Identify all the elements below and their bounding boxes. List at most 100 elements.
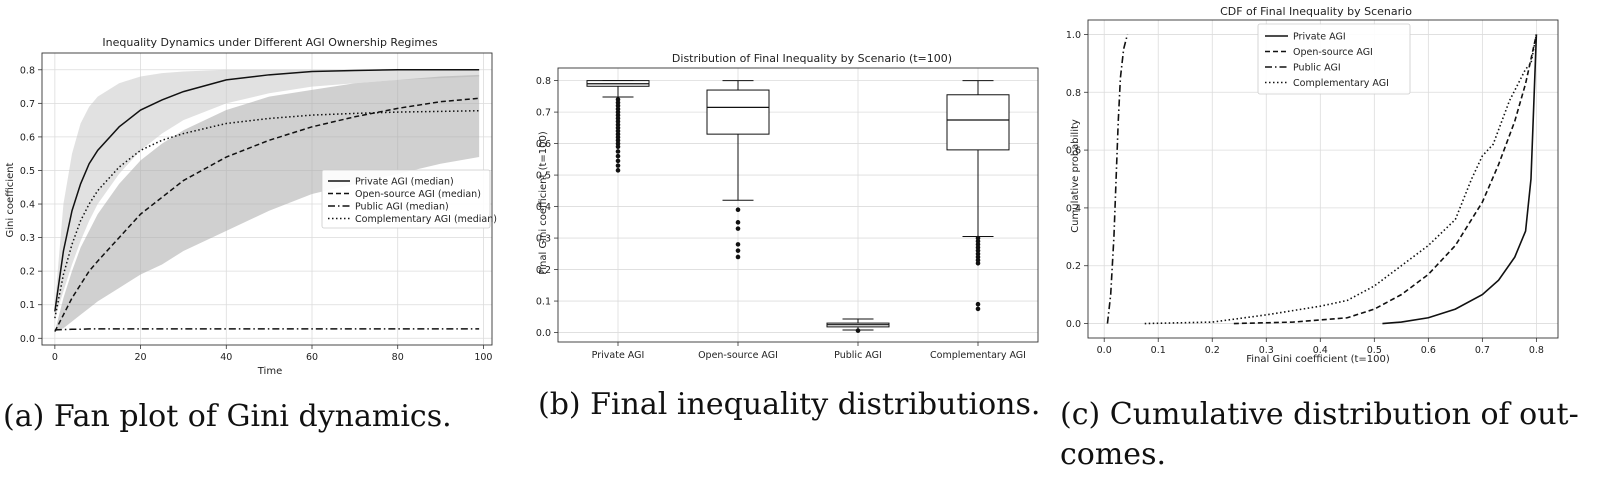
chart-c-xtick-label: 0.1 <box>1151 345 1166 356</box>
line-private <box>54 69 480 312</box>
chart-b-boxes <box>586 80 1010 333</box>
chart-c-xtick-label: 0.6 <box>1421 345 1436 356</box>
chart-a-ytick-label: 0.7 <box>20 99 35 110</box>
caption-b: (b) Final inequality distributions. <box>538 387 1040 422</box>
outlier-point <box>975 238 981 244</box>
iqr-box <box>706 89 770 135</box>
chart-c-legend-label: Open-source AGI <box>1293 47 1373 58</box>
chart-b-xtick-label: Complementary AGI <box>930 350 1026 361</box>
chart-b-xtick-label: Private AGI <box>592 350 645 361</box>
cdf-public <box>1106 34 1129 324</box>
chart-c-xtick-label: 0.4 <box>1313 345 1328 356</box>
chart-b-ylabel: Final Gini coefficient (t=100) <box>538 131 549 275</box>
chart-a-ylabel: Gini coefficient <box>5 162 16 237</box>
outlier-point <box>615 141 621 146</box>
outlier-point <box>975 251 981 257</box>
outlier-point <box>735 220 741 225</box>
outlier-point <box>975 254 981 260</box>
caption-c-line2: comes. <box>1060 437 1166 472</box>
outlier-point <box>615 149 621 154</box>
outlier-point <box>975 248 981 253</box>
chart-c-xtick-label: 0.8 <box>1529 345 1544 356</box>
chart-a-xtick-label: 20 <box>135 352 147 363</box>
outlier-point <box>615 134 621 140</box>
chart-c-ylabel: Cumulative probability <box>1070 119 1081 233</box>
chart-c-legend-box <box>1257 23 1411 95</box>
box-public <box>826 318 890 333</box>
chart-a-legend-label: Public AGI (median) <box>355 202 449 213</box>
outlier-point <box>735 207 741 213</box>
chart-b-ytick-label: 0.2 <box>536 265 551 276</box>
outlier-point <box>615 116 621 121</box>
chart-b-ytick-label: 0.8 <box>536 76 551 87</box>
chart-a-legend: Private AGI (median)Open-source AGI (med… <box>321 169 497 229</box>
band-private <box>54 69 480 319</box>
outlier-point <box>615 163 621 168</box>
outlier-point <box>975 235 981 241</box>
outlier-point <box>615 128 621 134</box>
outlier-point <box>975 260 981 266</box>
chart-c-xtick-label: 0.7 <box>1475 345 1490 356</box>
chart-a-xtick-label: 100 <box>474 352 492 363</box>
outlier-point <box>975 242 981 247</box>
chart-a-legend-label: Complementary AGI (median) <box>355 214 497 225</box>
outlier-point <box>615 144 621 150</box>
chart-c-xlabel: Final Gini coefficient (t=100) <box>1246 354 1390 365</box>
outlier-point <box>615 97 621 102</box>
box-complementary <box>946 80 1010 312</box>
outlier-point <box>975 245 981 250</box>
chart-a-ticks: 0 20 40 60 80 100 0.0 0.1 0.2 0.3 0.4 0.5 0.6 0.7 0.8 <box>20 65 493 363</box>
line-complementary <box>54 109 480 319</box>
outlier-point <box>615 158 621 164</box>
chart-a-legend-label: Open-source AGI (median) <box>355 189 481 200</box>
chart-a-ytick-label: 0.2 <box>20 267 35 278</box>
iqr-box <box>946 94 1010 151</box>
cdf-open-source <box>1233 34 1538 325</box>
outlier-point <box>615 109 621 115</box>
outlier-point <box>615 131 621 137</box>
chart-a-xlabel: Time <box>257 366 282 377</box>
chart-c-ytick-label: 0.8 <box>1066 88 1081 99</box>
chart-c-ytick-label: 0.0 <box>1066 319 1081 330</box>
chart-final-distribution: 0.0 0.1 0.2 0.3 0.4 0.5 0.6 0.7 0.8 Private AGI Op… <box>536 52 1039 361</box>
outlier-point <box>615 103 621 109</box>
chart-a-ytick-label: 0.8 <box>20 65 35 76</box>
chart-a-ytick-label: 0.1 <box>20 300 35 311</box>
line-open-source <box>54 97 480 332</box>
outlier-point <box>615 100 621 105</box>
outlier-point <box>615 153 621 159</box>
chart-c-xtick-label: 0.5 <box>1367 345 1382 356</box>
chart-c-frame <box>1087 19 1559 339</box>
chart-c-ytick-label: 1.0 <box>1066 30 1081 41</box>
outlier-point <box>615 119 621 124</box>
chart-c-xtick-label: 0.0 <box>1097 345 1112 356</box>
outlier-point <box>615 122 621 127</box>
chart-a-legend-box <box>321 169 491 229</box>
outlier-point <box>615 112 621 118</box>
outlier-point <box>735 254 741 260</box>
chart-a-xtick-label: 80 <box>392 352 404 363</box>
chart-b-ytick-label: 0.4 <box>536 202 551 213</box>
band-open-source <box>54 74 480 332</box>
outlier-point <box>615 106 621 112</box>
outlier-point <box>975 306 981 312</box>
line-public <box>54 328 480 331</box>
chart-a-ytick-label: 0.6 <box>20 132 35 143</box>
chart-a-xtick-label: 60 <box>306 352 318 363</box>
chart-b-ytick-label: 0.6 <box>536 139 551 150</box>
outlier-point <box>975 257 981 263</box>
chart-c-ytick-label: 0.2 <box>1066 261 1081 272</box>
chart-b-frame <box>557 67 1039 343</box>
chart-a-lines <box>54 69 480 332</box>
chart-c-xtick-label: 0.2 <box>1205 345 1220 356</box>
chart-b-ytick-label: 0.3 <box>536 234 551 245</box>
chart-cdf: 0.0 0.1 0.2 0.3 0.4 0.5 0.6 0.7 0.8 0.0 0.2 0.4 0.6 0… <box>1066 5 1559 365</box>
chart-a-xtick-label: 40 <box>220 352 232 363</box>
cdf-complementary <box>1144 34 1538 325</box>
chart-c-legend-label: Private AGI <box>1293 32 1346 43</box>
outlier-point <box>975 301 981 307</box>
chart-b-ytick-label: 0.0 <box>536 328 551 339</box>
box-open-source <box>706 80 770 260</box>
chart-c-ticks: 0.0 0.1 0.2 0.3 0.4 0.5 0.6 0.7 0.8 0.0 0.2 0.4 0.6 0… <box>1066 30 1544 356</box>
